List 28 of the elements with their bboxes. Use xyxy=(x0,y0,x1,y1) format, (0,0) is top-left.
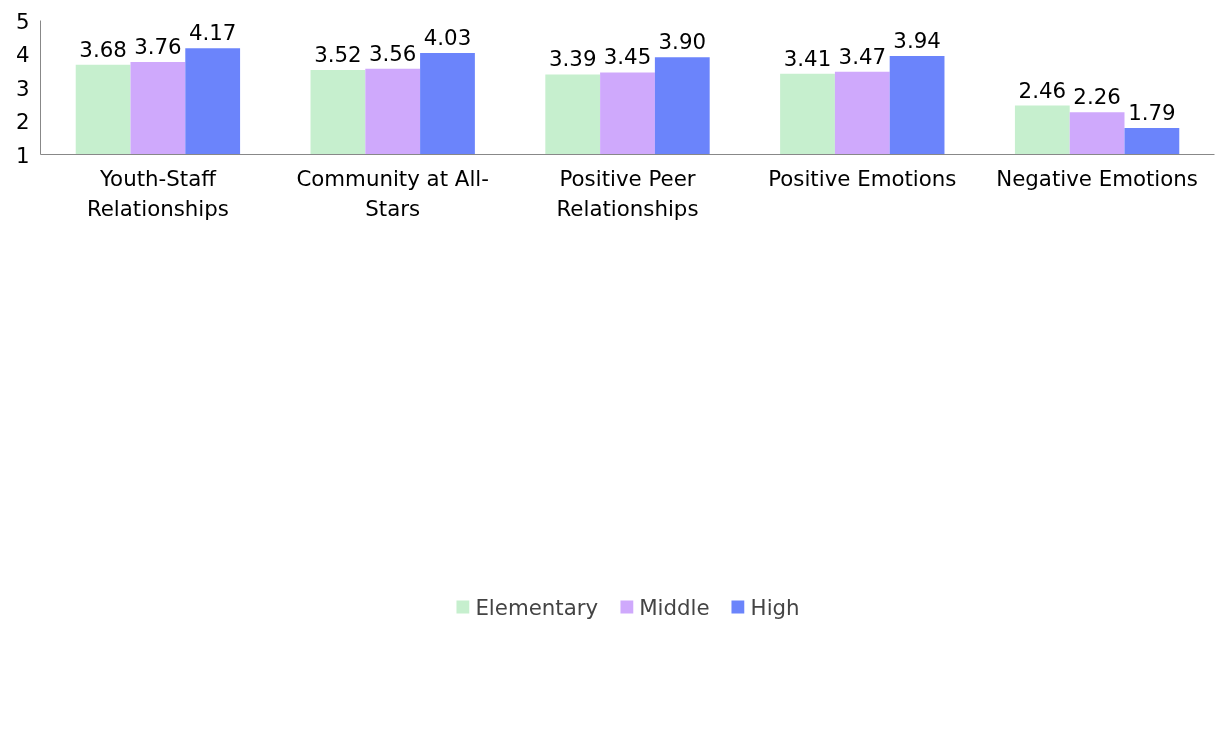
data-label: 3.39 xyxy=(548,46,597,72)
x-tick-label: Positive Emotions xyxy=(768,165,957,191)
legend-label: Middle xyxy=(639,594,710,620)
data-label: 3.90 xyxy=(658,29,707,55)
y-tick-label: 1 xyxy=(15,142,30,168)
data-label: 3.41 xyxy=(783,45,832,71)
y-tick-label: 3 xyxy=(15,75,30,101)
data-label: 4.17 xyxy=(188,20,237,46)
legend-label: High xyxy=(750,594,800,620)
y-tick-label: 5 xyxy=(15,8,30,34)
legend-label: Elementary xyxy=(475,594,599,620)
data-label: 3.56 xyxy=(368,40,417,66)
data-label: 1.79 xyxy=(1128,100,1176,126)
data-label: 2.26 xyxy=(1073,84,1121,110)
data-label: 3.76 xyxy=(134,34,182,60)
x-tick-label: Community at All-Stars xyxy=(296,165,489,221)
data-label: 3.94 xyxy=(893,28,941,54)
data-label: 2.46 xyxy=(1018,77,1067,103)
data-label: 3.52 xyxy=(314,42,362,68)
x-tick-label: Negative Emotions xyxy=(996,165,1198,191)
data-label: 3.68 xyxy=(79,36,127,62)
y-tick-label: 4 xyxy=(15,42,30,67)
data-label: 4.03 xyxy=(423,24,472,50)
x-tick-label: Youth-Staff Relationships xyxy=(86,165,229,221)
data-label: 3.45 xyxy=(603,44,652,70)
data-label: 3.47 xyxy=(838,43,887,69)
x-tick-label: Positive Peer Relationships xyxy=(556,165,699,221)
y-tick-label: 2 xyxy=(15,109,30,134)
